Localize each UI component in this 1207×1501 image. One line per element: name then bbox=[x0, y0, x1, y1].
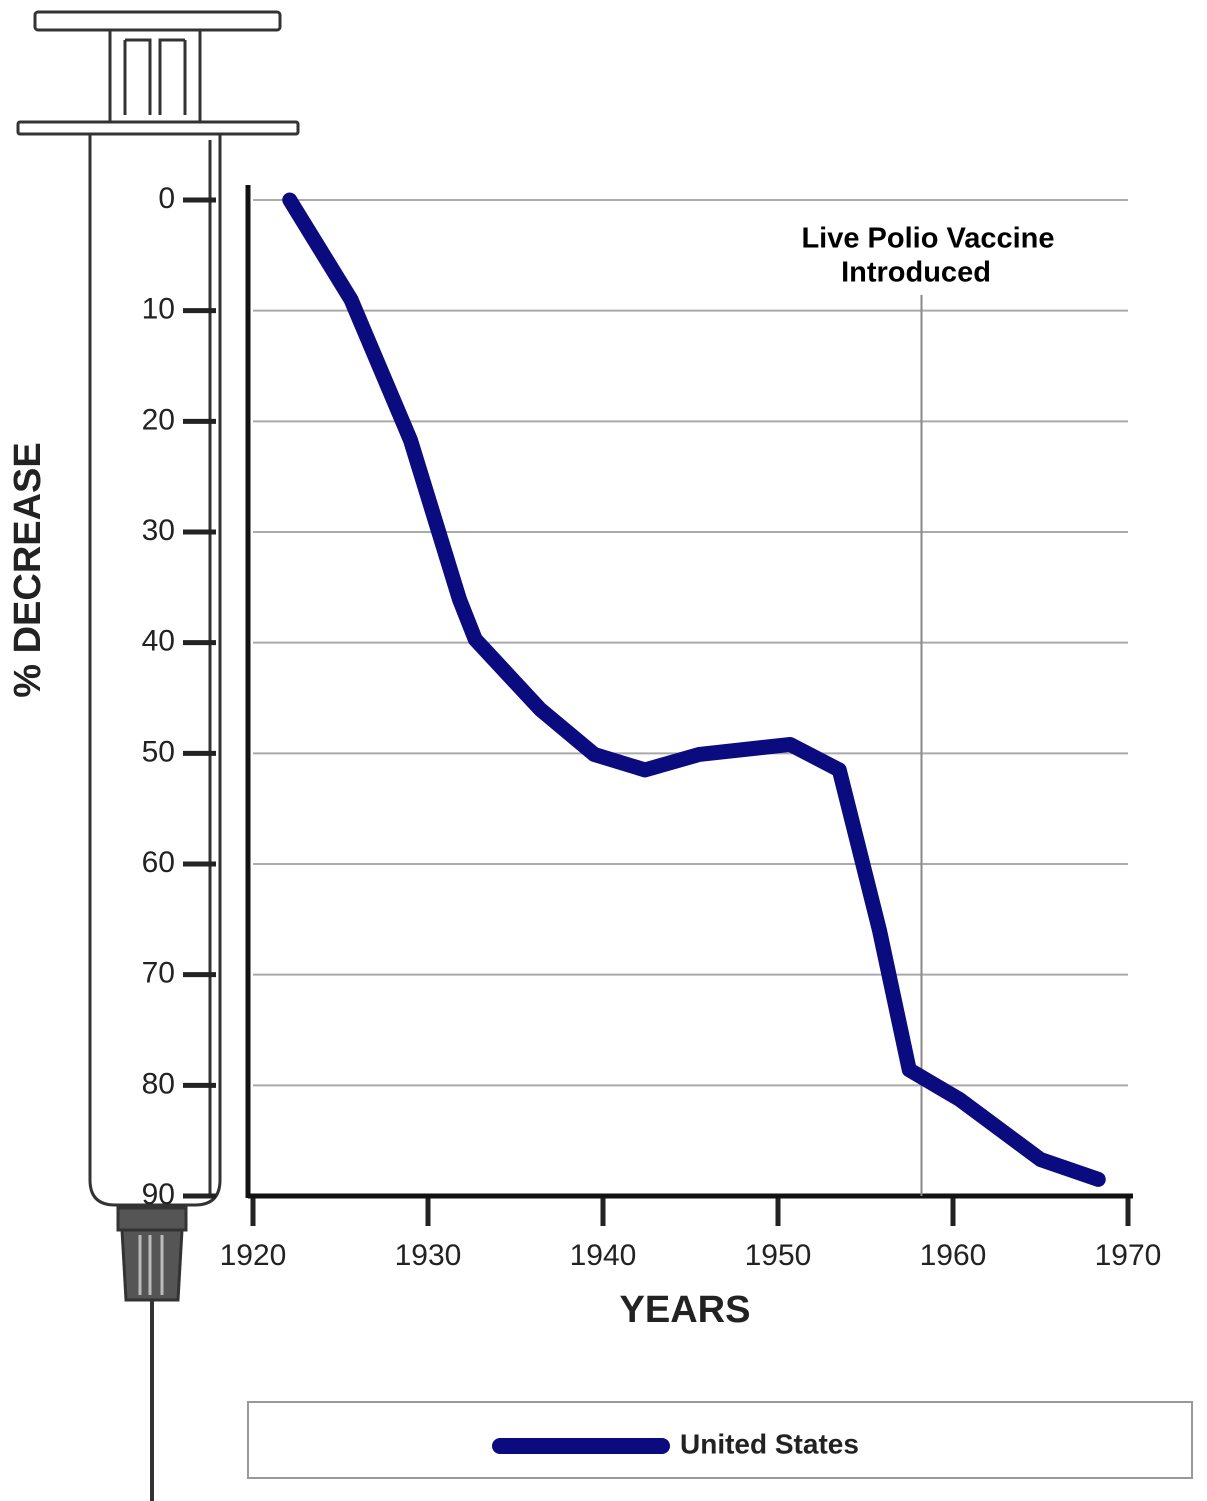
y-tick-label: 0 bbox=[158, 182, 175, 215]
legend-box bbox=[247, 1401, 1193, 1479]
data-line bbox=[282, 192, 1106, 1187]
y-tick-label: 70 bbox=[142, 957, 175, 990]
y-tick-label: 30 bbox=[142, 514, 175, 547]
legend-label: United States bbox=[680, 1428, 859, 1459]
x-axis-label: YEARS bbox=[620, 1289, 751, 1331]
syringe bbox=[16, 10, 300, 1501]
y-tick-label: 50 bbox=[142, 735, 175, 768]
y-tick-label: 80 bbox=[142, 1067, 175, 1100]
annotation: Live Polio Vaccine bbox=[801, 223, 1054, 255]
y-tick-label: 20 bbox=[142, 403, 175, 436]
x-tick-label: 1960 bbox=[920, 1239, 987, 1272]
x-tick-label: 1950 bbox=[745, 1239, 812, 1272]
annotation: Introduced bbox=[841, 257, 991, 289]
y-tick-label: 60 bbox=[142, 846, 175, 879]
y-tick-label: 90 bbox=[142, 1178, 175, 1211]
y-axis-label: % DECREASE bbox=[7, 442, 49, 698]
x-tick-label: 1930 bbox=[395, 1239, 462, 1272]
x-tick-label: 1920 bbox=[220, 1239, 287, 1272]
y-tick-label: 40 bbox=[142, 625, 175, 658]
y-tick-label: 10 bbox=[142, 293, 175, 326]
x-tick-label: 1940 bbox=[570, 1239, 637, 1272]
x-tick-label: 1970 bbox=[1095, 1239, 1162, 1272]
